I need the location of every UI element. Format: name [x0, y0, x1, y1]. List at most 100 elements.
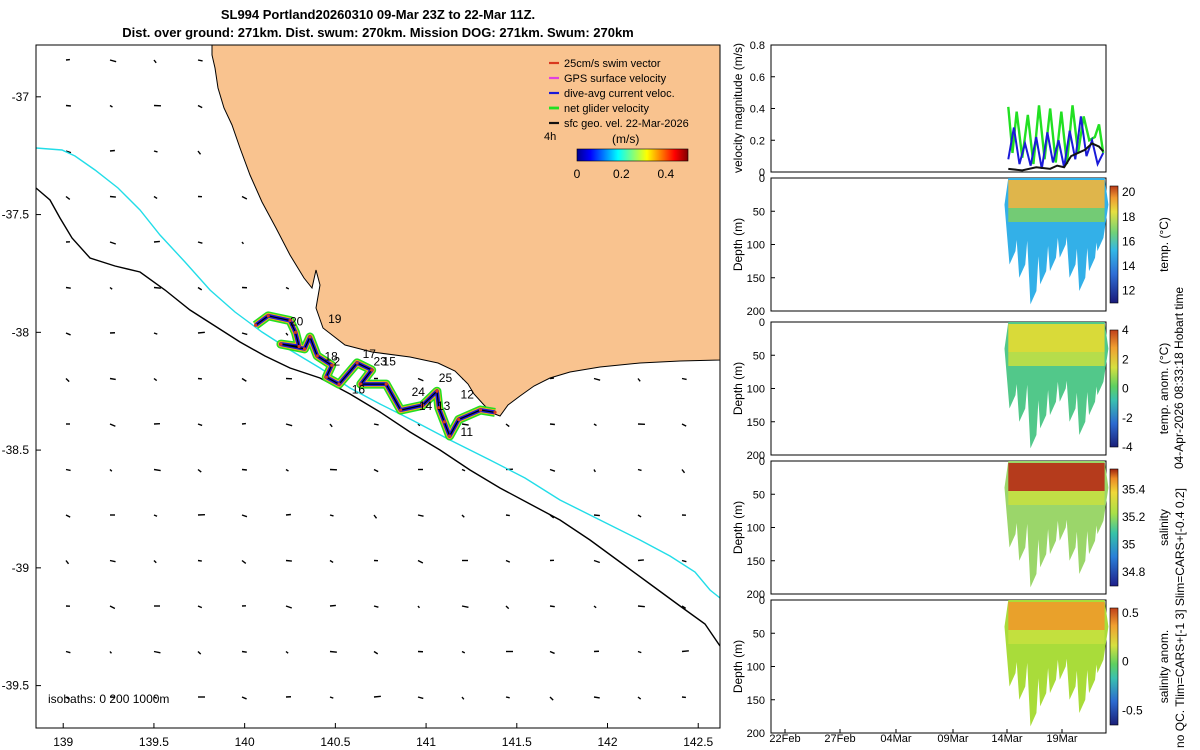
- map-ytick-label: -39: [12, 561, 30, 575]
- track-point: [437, 406, 441, 410]
- current-arrow: [681, 559, 687, 563]
- track-point: [493, 410, 497, 415]
- current-arrow: [65, 286, 71, 289]
- map-legend: 25cm/s swim vector GPS surface velocity …: [544, 58, 689, 181]
- title-line-2: Dist. over ground: 271km. Dist. swum: 27…: [122, 25, 634, 40]
- current-arrow: [153, 468, 161, 472]
- map-frame: [35, 44, 721, 729]
- current-arrow: [241, 514, 248, 518]
- current-arrow: [153, 195, 158, 200]
- timestamp-note: 04-Apr-2026 08:33:18 Hobart time: [1172, 287, 1186, 469]
- track-point: [315, 354, 319, 358]
- salinity-mixed-layer: [1008, 491, 1105, 505]
- current-arrow: [109, 286, 113, 290]
- track-point: [399, 408, 403, 412]
- temperature_anomaly-ytick-label: 200: [747, 450, 765, 462]
- track-point: [384, 382, 388, 386]
- track-point: [288, 318, 292, 323]
- day-label: 17: [363, 347, 377, 361]
- current-arrow: [109, 195, 116, 198]
- current-arrow: [197, 605, 203, 609]
- current-arrow: [681, 377, 687, 381]
- track-point: [293, 330, 298, 334]
- day-label: 15: [383, 354, 397, 368]
- current-arrow: [329, 650, 337, 653]
- current-arrow: [65, 650, 71, 654]
- current-arrow: [109, 104, 113, 108]
- current-arrow: [197, 468, 202, 473]
- current-arrow: [329, 696, 334, 699]
- current-arrow: [153, 286, 161, 289]
- current-arrow: [726, 470, 732, 471]
- velocity-ytick-label: 0.6: [750, 72, 765, 84]
- track-point: [420, 403, 425, 407]
- temperature-surface-layer: [1008, 180, 1105, 208]
- current-arrow: [197, 241, 203, 244]
- isobaths-note: isobaths: 0 200 1000m: [48, 692, 169, 706]
- current-arrow: [65, 560, 70, 565]
- current-arrow: [373, 423, 379, 426]
- glider-track: [252, 311, 497, 441]
- current-arrow: [593, 469, 596, 473]
- current-arrow: [681, 469, 686, 474]
- current-arrow: [65, 696, 71, 700]
- temperature-ytick-label: 200: [747, 306, 765, 318]
- salinity_anomaly-ytick-label: 0: [759, 595, 765, 607]
- colorbar-tick-label: 0: [574, 167, 581, 181]
- current-arrow: [505, 605, 510, 610]
- legend-gps-label: GPS surface velocity: [564, 73, 667, 85]
- current-arrow: [549, 650, 555, 655]
- current-arrow: [637, 378, 641, 382]
- current-arrow: [197, 104, 203, 109]
- section-salinity: 0 50 100 150 200 Depth (m) 34.8 35 35.2 35.4 salin…: [731, 456, 1171, 601]
- salinity-ytick-label: 150: [747, 556, 765, 568]
- current-arrow: [593, 559, 601, 564]
- current-arrow: [109, 423, 116, 427]
- track-point: [302, 347, 307, 351]
- velocity-ytick-label: 0.8: [750, 40, 765, 52]
- current-arrow: [461, 468, 466, 472]
- velocity-axes: 0 0.2 0.4 0.6 0.8: [750, 40, 775, 179]
- map-xtick-label: 142.5: [683, 735, 713, 749]
- current-arrow: [637, 559, 644, 562]
- temperature_anomaly-colorbar-tick: 0: [1122, 382, 1129, 396]
- salinity-colorbar: [1109, 468, 1119, 587]
- salinity_anomaly-ytick-label: 200: [747, 728, 765, 740]
- current-arrow: [153, 240, 160, 243]
- current-arrow: [285, 559, 292, 562]
- current-arrow: [461, 650, 466, 654]
- day-label: 24: [412, 385, 426, 399]
- section-temperature: 0 50 100 150 200 Depth (m) 12 14 16 18 20 temp. (°C…: [731, 173, 1171, 318]
- current-arrow: [637, 514, 642, 518]
- track-point: [337, 382, 341, 386]
- map-xtick-label: 140.5: [320, 735, 350, 749]
- temperature_anomaly-ytick-label: 50: [753, 350, 765, 362]
- salinity_anomaly-colorbar-tick: 0: [1122, 655, 1129, 669]
- map-xtick-label: 141.5: [502, 735, 532, 749]
- section-temperature_anomaly: 0 50 100 150 200 Depth (m) -4 -2 0 2 4 temp. anom. …: [731, 317, 1171, 462]
- salinity_anomaly-ytick-label: 100: [747, 662, 765, 674]
- temperature_anomaly-colorbar-tick: -4: [1122, 440, 1133, 454]
- date-tick-label: 09Mar: [937, 733, 969, 745]
- salinity_anomaly-colorbar-tick: -0.5: [1122, 703, 1143, 717]
- current-arrow: [285, 286, 290, 290]
- track-point: [448, 434, 452, 438]
- temperature_anomaly-colorbar: [1109, 329, 1119, 448]
- map-ytick-label: -39.5: [2, 679, 30, 693]
- colorbar-tick-label: 0.4: [657, 167, 674, 181]
- current-arrow: [241, 195, 248, 200]
- current-arrow: [153, 560, 157, 564]
- day-label: 14: [419, 399, 433, 413]
- current-arrow: [109, 59, 117, 63]
- salinity-colorbar-tick: 35: [1122, 538, 1136, 552]
- track-point: [330, 363, 334, 367]
- current-arrow: [109, 605, 116, 610]
- current-arrow: [109, 241, 117, 245]
- temperature_anomaly-ytick-label: 100: [747, 384, 765, 396]
- current-arrow: [726, 379, 728, 381]
- salinity_anomaly-colorbar-tick: 0.5: [1122, 606, 1139, 620]
- day-label: 25: [439, 371, 453, 385]
